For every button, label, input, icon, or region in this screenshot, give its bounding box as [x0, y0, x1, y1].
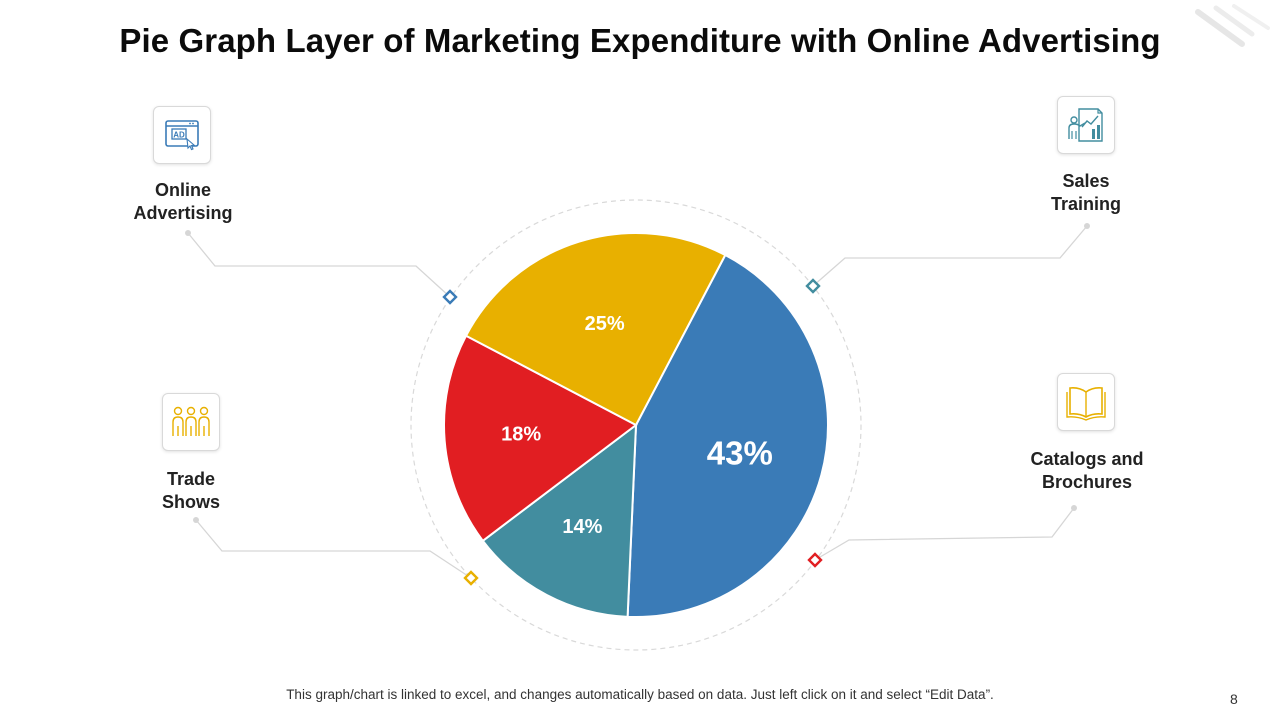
- trade-shows-label: Trade Shows: [161, 469, 220, 512]
- page-number: 8: [1230, 691, 1238, 707]
- connector-lines: [185, 223, 1090, 579]
- diamond-marker-trade-shows: [463, 570, 479, 586]
- slice-label-sales-training: 14%: [562, 516, 602, 538]
- connector-dot-trade-shows: [193, 517, 199, 523]
- outer-dashed-ring: [410, 199, 862, 651]
- connector-line-trade-shows: [195, 519, 472, 579]
- connector-line-catalogs-brochures: [814, 507, 1075, 561]
- diamond-marker-online-advertising: [442, 289, 458, 305]
- page-title: Pie Graph Layer of Marketing Expenditure…: [119, 22, 1161, 59]
- sales-training-label: Sales Training: [1050, 171, 1121, 214]
- svg-text:AD: AD: [173, 131, 185, 140]
- pie-slice-online-advertising[interactable]: [626, 253, 829, 618]
- connector-dot-sales-training: [1084, 223, 1090, 229]
- corner-decoration: [1195, 4, 1270, 47]
- pie-slice-catalogs-brochures[interactable]: [443, 334, 638, 543]
- people-group-icon: [172, 406, 210, 436]
- pie-slice-sales-training[interactable]: [481, 422, 638, 618]
- connector-line-sales-training: [812, 225, 1088, 287]
- catalogs-icon-box: [1057, 373, 1115, 431]
- connector-line-online-advertising: [187, 232, 451, 298]
- slice-label-catalogs-brochures: 18%: [501, 423, 541, 445]
- online-advertising-label: Online Advertising: [133, 180, 233, 223]
- pie-slice-trade-shows[interactable]: [464, 232, 727, 427]
- online-advertising-icon-box: AD: [153, 106, 211, 164]
- slice-label-trade-shows: 25%: [585, 313, 625, 335]
- sales-training-icon-box: [1057, 96, 1115, 154]
- catalogs-brochures-label: Catalogs and Brochures: [1030, 449, 1144, 492]
- diamond-marker-sales-training: [805, 278, 821, 294]
- connector-dot-catalogs-brochures: [1071, 505, 1077, 511]
- slice-label-online-advertising: 43%: [707, 435, 773, 472]
- presentation-chart-icon: [1068, 108, 1103, 142]
- diamond-marker-catalogs-brochures: [807, 552, 823, 568]
- footer-note: This graph/chart is linked to excel, and…: [286, 687, 994, 702]
- open-book-icon: [1066, 387, 1106, 421]
- ad-browser-icon: AD: [165, 120, 199, 151]
- connector-dot-online-advertising: [185, 230, 191, 236]
- trade-shows-icon-box: [162, 393, 220, 451]
